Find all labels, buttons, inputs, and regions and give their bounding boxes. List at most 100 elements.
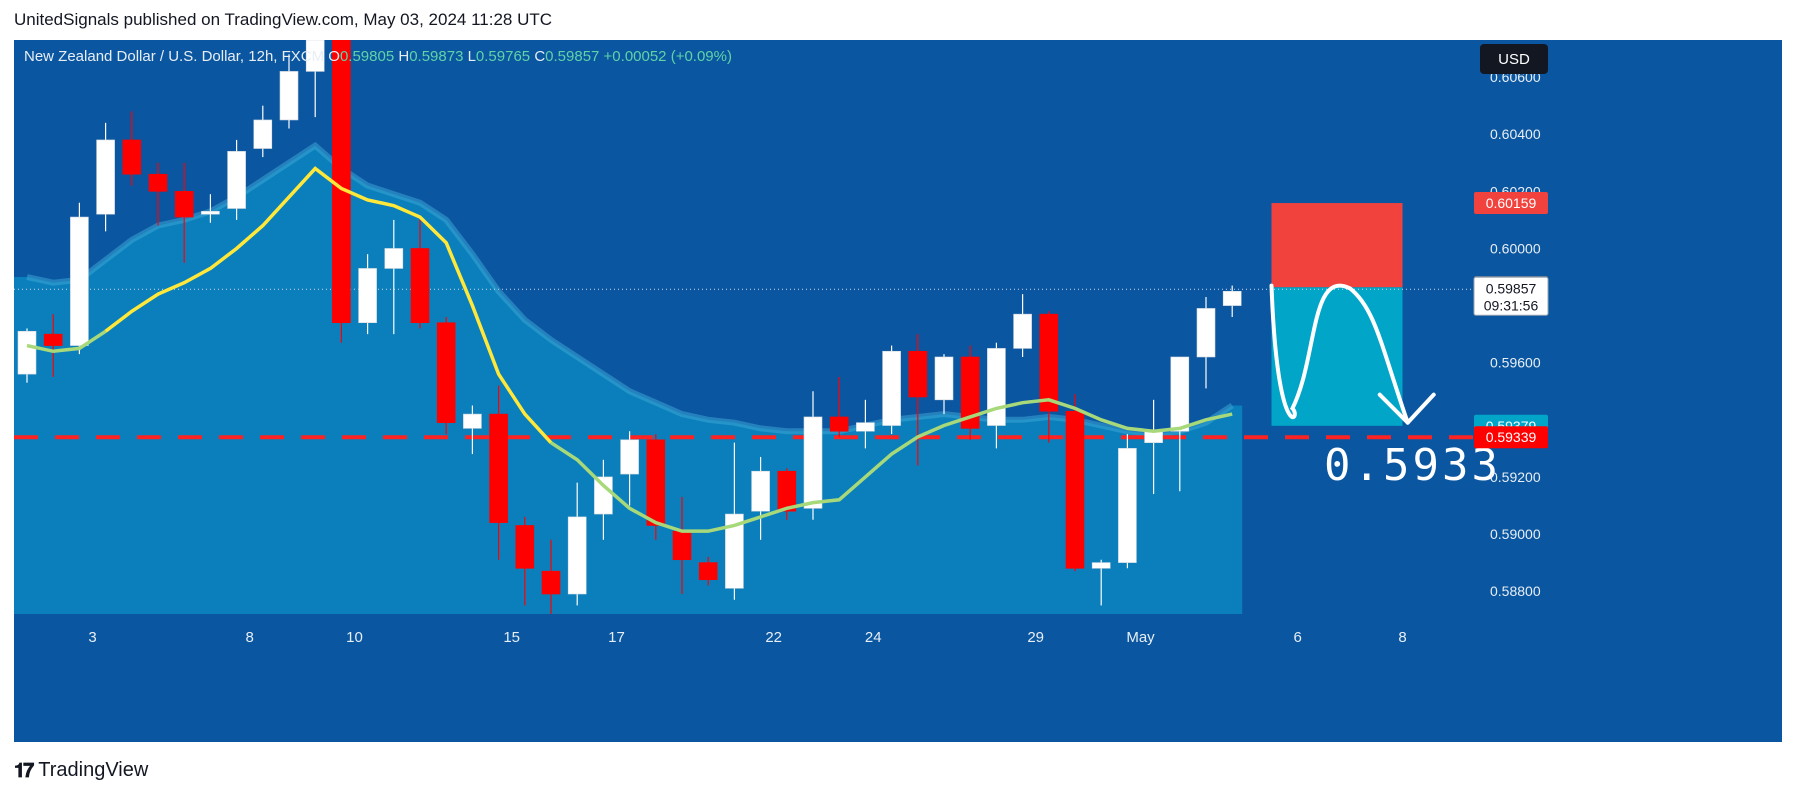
x-tick-label: 8: [1398, 629, 1406, 646]
price-label-value: 0.59857: [1486, 280, 1537, 296]
ema-slow-area: [14, 145, 1243, 614]
legend-layer: New Zealand Dollar / U.S. Dollar, 12h, F…: [24, 48, 732, 65]
candle: [305, 40, 325, 118]
price-label-bg: [1473, 276, 1549, 316]
candle: [358, 254, 377, 335]
candle-body: [1065, 410, 1085, 569]
candle-body: [1118, 448, 1137, 563]
candle-body: [17, 330, 37, 375]
candle: [148, 162, 168, 226]
candle-body: [1013, 313, 1032, 349]
candle-body: [96, 139, 115, 215]
candle: [253, 105, 273, 158]
candle-body: [489, 413, 508, 523]
candle-body: [829, 416, 849, 432]
candle-body: [410, 248, 430, 324]
candle-body: [43, 333, 63, 346]
candle: [436, 317, 456, 435]
candle: [384, 219, 404, 335]
candle: [725, 442, 744, 600]
footer-brand-name: TradingView: [38, 758, 149, 781]
price-label-bg: [1474, 192, 1548, 215]
candle-body: [305, 40, 325, 72]
candle-body: [908, 350, 928, 398]
legend-low: 0.59765: [476, 48, 534, 65]
legend-open-label: O: [328, 48, 340, 65]
legend-close-label: C: [534, 48, 545, 65]
candle: [777, 468, 797, 520]
projection-layer: 0.5933: [1269, 283, 1501, 491]
candle-body: [541, 570, 561, 595]
candle-body: [358, 268, 377, 324]
candle-body: [803, 416, 823, 509]
candle-body: [960, 356, 980, 429]
footer-brand: 𝟏𝟕 TradingView: [14, 758, 148, 782]
chart-frame[interactable]: 0.5933 0.60600 0.60400 0.60200 0.60000 0.596…: [14, 40, 1782, 742]
candle-body: [594, 476, 613, 515]
candle: [1170, 356, 1190, 492]
x-tick-label: 17: [608, 629, 625, 646]
ema-fast-line-end: [550, 398, 1233, 533]
candle-body: [227, 151, 246, 209]
candle: [1039, 311, 1059, 443]
time-axis-band: [14, 614, 1782, 742]
candle-body: [882, 350, 901, 426]
candle-body: [1091, 562, 1111, 569]
time-axis-layer: 3 8 10 15 17 22 24 29 May 6 8: [14, 614, 1782, 742]
candle: [829, 376, 849, 437]
publish-header: UnitedSignals published on TradingView.c…: [14, 10, 553, 29]
candle-body: [725, 513, 744, 589]
candle-body: [201, 211, 220, 215]
candle-body: [384, 248, 404, 269]
candle: [70, 202, 89, 355]
price-label-value: 0.60159: [1486, 195, 1537, 211]
candle: [1222, 285, 1242, 318]
currency-button[interactable]: USD: [1480, 44, 1548, 74]
candle-body: [620, 439, 639, 475]
x-tick-label: 8: [246, 629, 254, 646]
candle-body: [1039, 313, 1059, 412]
candle-body: [148, 173, 168, 192]
stop-loss-zone: [1271, 203, 1403, 288]
candle: [463, 405, 482, 455]
candle-body: [1196, 308, 1216, 358]
legend-low-label: L: [468, 48, 476, 65]
candle-body: [70, 216, 89, 346]
projection-path: [1269, 283, 1410, 425]
y-tick-label: 0.60400: [1490, 126, 1541, 142]
price-label-countdown: 09:31:56: [1484, 297, 1539, 313]
candle: [1065, 394, 1085, 572]
price-labels-layer: USD0.601590.598640.5985709:31:560.593790…: [1473, 44, 1549, 449]
candle-body: [1222, 291, 1242, 306]
candle-body: [698, 562, 718, 581]
x-tick-label: 6: [1294, 629, 1302, 646]
level-lines-layer: [14, 288, 1480, 440]
ohlc-legend: New Zealand Dollar / U.S. Dollar, 12h, F…: [24, 48, 732, 65]
y-tick-label: 0.59000: [1490, 526, 1541, 542]
candle: [1091, 559, 1111, 606]
x-tick-label: 22: [765, 629, 782, 646]
candle: [541, 539, 561, 614]
candle-body: [332, 40, 351, 324]
target-annotation: 0.5933: [1324, 440, 1501, 491]
candle: [908, 334, 928, 466]
candle: [96, 122, 115, 232]
candle: [882, 345, 901, 435]
tradingview-logo-icon: 𝟏𝟕: [14, 758, 34, 782]
price-chart[interactable]: 0.5933 0.606000.604000.602000.600000.596…: [14, 40, 1782, 742]
candle: [1013, 294, 1032, 357]
projection-arrow-icon: [1377, 392, 1436, 425]
candle: [410, 219, 430, 329]
candle-body: [515, 525, 535, 569]
legend-high: 0.59873: [409, 48, 467, 65]
candle: [698, 556, 718, 586]
ema-fast-line-start: [26, 329, 107, 354]
legend-close: 0.59857: [545, 48, 603, 65]
price-label-value: 0.59339: [1486, 429, 1537, 445]
candle: [856, 399, 875, 449]
candle-body: [934, 356, 954, 401]
legend-change: +0.00052 (+0.09%): [604, 48, 732, 65]
legend-open: 0.59805: [340, 48, 398, 65]
y-tick-label: 0.58800: [1490, 583, 1541, 599]
